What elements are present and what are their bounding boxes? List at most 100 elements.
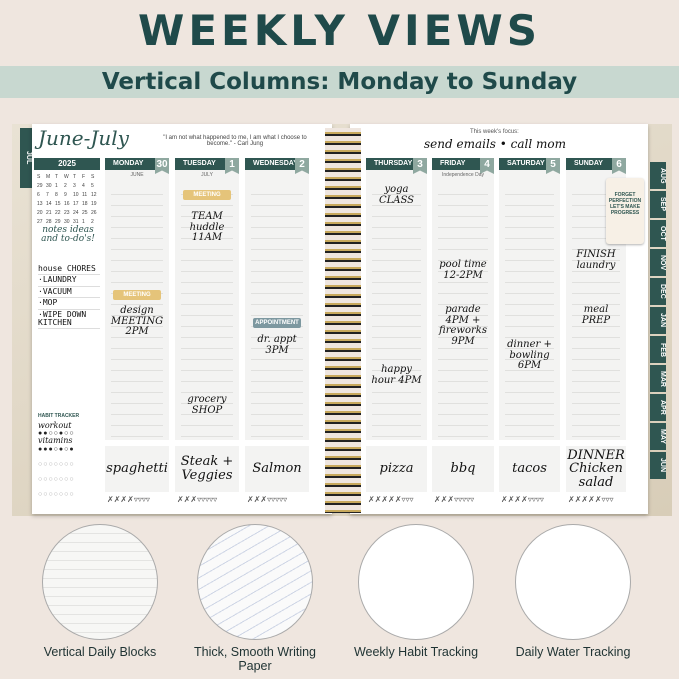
cal-date: 4	[82, 183, 85, 189]
month-tab[interactable]: JUN	[650, 452, 666, 479]
water-tracker[interactable]: ✗✗✗▿▿▿▿▿	[247, 495, 288, 504]
writing-lines	[181, 184, 233, 440]
cal-weekday: T	[55, 174, 59, 180]
cal-weekday: T	[73, 174, 77, 180]
cal-date: 27	[37, 219, 43, 225]
habit-dots[interactable]: ●●○○●○○	[38, 430, 75, 438]
day-subtitle: Independence Day	[442, 172, 484, 178]
day-header: WEDNESDAY	[245, 158, 298, 170]
cal-date: 1	[82, 219, 85, 225]
day-subtitle: JUNE	[130, 172, 144, 178]
month-tab[interactable]: JAN	[650, 307, 666, 334]
day-note: dr. appt 3PM	[257, 334, 297, 356]
writing-lines	[251, 184, 303, 440]
month-tab[interactable]: SEP	[650, 191, 666, 218]
habit-dots[interactable]: ●●●○●○●	[38, 445, 75, 453]
day-header: SATURDAY	[499, 158, 546, 170]
cal-weekday: M	[46, 174, 51, 180]
cal-date: 23	[64, 210, 70, 216]
cal-date: 19	[91, 201, 97, 207]
notes-list: house CHORES ·LAUNDRY ·VACUUM ·MOP ·WIPE DOW…	[38, 264, 100, 330]
meal-box[interactable]: Steak + Veggies	[175, 446, 239, 492]
cal-date: 3	[73, 183, 76, 189]
habit-dots[interactable]: ○○○○○○○	[38, 490, 75, 498]
cal-date: 30	[46, 183, 52, 189]
cal-date: 17	[73, 201, 79, 207]
cal-date: 29	[37, 183, 43, 189]
habit-name: vitamins	[38, 436, 73, 446]
day-header: THURSDAY	[366, 158, 413, 170]
month-title: June-July	[38, 126, 129, 150]
water-tracker[interactable]: ✗✗✗✗✗▿▿▿	[568, 495, 614, 504]
cal-date: 11	[82, 192, 88, 198]
cal-date: 30	[64, 219, 70, 225]
day-note: dinner + bowling 6PM	[507, 339, 552, 371]
cal-date: 1	[55, 183, 58, 189]
cal-date: 16	[64, 201, 70, 207]
cal-date: 20	[37, 210, 43, 216]
month-tab[interactable]: MAR	[650, 365, 666, 392]
feature-image	[42, 524, 158, 640]
month-tab[interactable]: FEB	[650, 336, 666, 363]
month-tab[interactable]: MAY	[650, 423, 666, 450]
writing-lines	[505, 184, 554, 440]
subtitle-banner: Vertical Columns: Monday to Sunday	[0, 66, 679, 98]
day-note: parade 4PM + fireworks 9PM	[439, 304, 487, 347]
meal-box[interactable]: DINNER Chicken salad	[566, 446, 626, 492]
meal-box[interactable]: spaghetti	[105, 446, 169, 492]
cal-date: 5	[91, 183, 94, 189]
feature-image	[515, 524, 631, 640]
month-tab[interactable]: DEC	[650, 278, 666, 305]
day-header: TUESDAY	[175, 158, 225, 170]
day-number: 5	[546, 158, 560, 174]
water-tracker[interactable]: ✗✗✗▿▿▿▿▿	[177, 495, 218, 504]
day-column-tuesday[interactable]	[175, 170, 239, 440]
cal-date: 31	[73, 219, 79, 225]
water-tracker[interactable]: ✗✗✗✗✗▿▿▿	[368, 495, 414, 504]
month-tab[interactable]: NOV	[650, 249, 666, 276]
day-column-wednesday[interactable]	[245, 170, 309, 440]
cal-weekday: S	[37, 174, 41, 180]
spiral-binding	[325, 128, 361, 513]
meal-box[interactable]: pizza	[366, 446, 427, 492]
month-tab[interactable]: APR	[650, 394, 666, 421]
day-column-thursday[interactable]	[366, 170, 427, 440]
meeting-tag: MEETING	[183, 190, 231, 200]
day-number: 6	[612, 158, 626, 174]
day-number: 2	[295, 158, 309, 174]
day-column-monday[interactable]	[105, 170, 169, 440]
month-tab-jul[interactable]: JUL	[20, 128, 32, 188]
habit-dots[interactable]: ○○○○○○○	[38, 460, 75, 468]
meal-box[interactable]: bbq	[432, 446, 494, 492]
water-tracker[interactable]: ✗✗✗✗▿▿▿▿	[501, 495, 544, 504]
cal-date: 2	[91, 219, 94, 225]
habit-dots[interactable]: ○○○○○○○	[38, 475, 75, 483]
month-tab[interactable]: AUG	[650, 162, 666, 189]
page-title: WEEKLY VIEWS	[138, 6, 541, 55]
cal-date: 29	[55, 219, 61, 225]
water-tracker[interactable]: ✗✗✗▿▿▿▿▿	[434, 495, 475, 504]
cal-date: 18	[82, 201, 88, 207]
day-column-saturday[interactable]	[499, 170, 560, 440]
day-header: FRIDAY	[432, 158, 480, 170]
cal-date: 10	[73, 192, 79, 198]
cal-date: 2	[64, 183, 67, 189]
appointment-tag: APPOINTMENT	[253, 318, 301, 328]
writing-lines	[372, 184, 421, 440]
water-tracker[interactable]: ✗✗✗✗▿▿▿▿	[107, 495, 150, 504]
cal-date: 14	[46, 201, 52, 207]
sticky-bookmark[interactable]: FORGET PERFECTION LET'S MAKE PROGRESS	[606, 178, 644, 244]
day-column-friday[interactable]	[432, 170, 494, 440]
day-note: pool time 12-2PM	[439, 259, 487, 281]
meal-box[interactable]: Salmon	[245, 446, 309, 492]
quote: "I am not what happened to me, I am what…	[163, 135, 307, 147]
cal-date: 28	[46, 219, 52, 225]
year-header: 2025	[34, 158, 100, 170]
feature-label: Weekly Habit Tracking	[353, 645, 479, 659]
cal-date: 22	[55, 210, 61, 216]
meal-box[interactable]: tacos	[499, 446, 560, 492]
day-note: meal PREP	[581, 304, 611, 326]
day-number: 30	[155, 158, 169, 174]
cal-date: 15	[55, 201, 61, 207]
month-tab[interactable]: OCT	[650, 220, 666, 247]
